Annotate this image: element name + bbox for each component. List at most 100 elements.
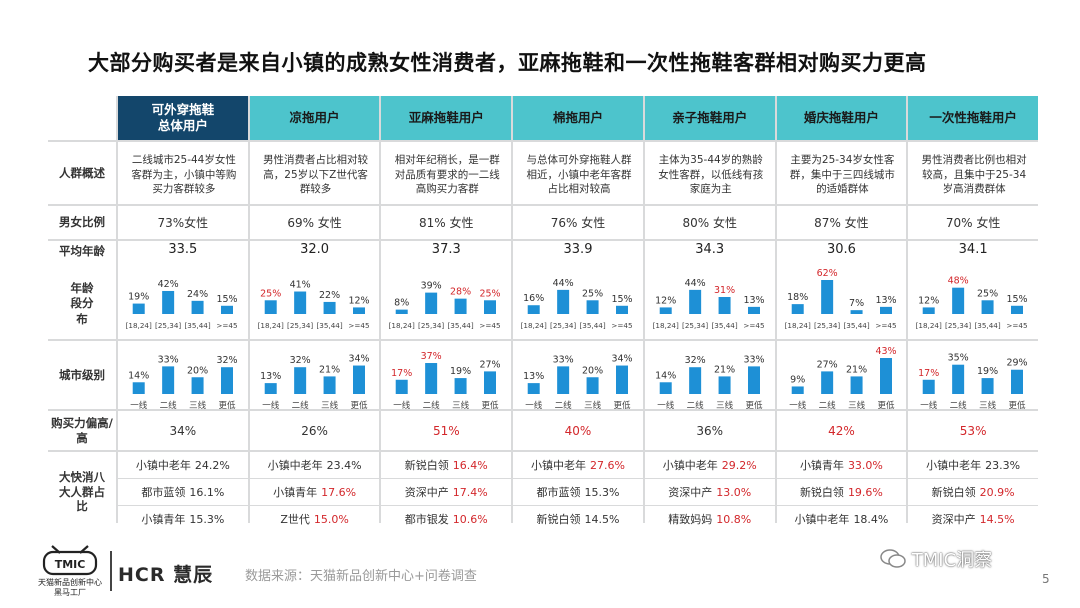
city-value-label: 37% [421, 351, 442, 362]
age-value-label: 44% [684, 278, 705, 289]
table-corner [48, 96, 116, 140]
city-category-label: 一线 [394, 400, 412, 409]
age-bar [162, 290, 175, 314]
segment-value: 10.8% [716, 512, 752, 526]
segment-row: 新锐白领 16.4% [381, 452, 512, 479]
average-age: 33.5 [168, 242, 198, 257]
city-category-label: 二线 [291, 400, 309, 409]
segment-cell: 新锐白领 16.4% 资深中产 17.4% 都市银发 10.6% [381, 452, 512, 532]
average-age: 30.6 [826, 242, 856, 257]
segment-name: 都市蓝领 [536, 486, 581, 499]
age-value-label: 13% [743, 295, 764, 306]
column-header: 一次性拖鞋用户 [908, 96, 1038, 140]
age-bar [586, 300, 599, 314]
segment-row: 小镇中老年 23.4% [249, 452, 380, 479]
segment-name: 都市蓝领 [141, 486, 186, 499]
city-bar [323, 376, 336, 394]
average-age: 37.3 [431, 242, 461, 257]
age-value-label: 62% [816, 268, 837, 279]
segment-value: 24.2% [194, 458, 230, 472]
city-cell: 9% 一线 27% 二线 21% 三线 43% 更低 [776, 341, 907, 409]
age-bar [616, 305, 629, 314]
age-category-label: [35,44] [448, 321, 474, 330]
segment-name: 小镇中老年 [662, 459, 718, 472]
city-bar [162, 366, 175, 394]
segment-cell: 小镇中老年 24.2% 都市蓝领 16.1% 小镇青年 15.3% [118, 452, 248, 532]
purchasing-power: 26% [249, 411, 380, 450]
segment-row: 都市蓝领 16.1% [118, 479, 248, 506]
city-chart: 13% 一线 33% 二线 20% 三线 34% 更低 [523, 354, 632, 409]
age-value-label: 22% [319, 290, 340, 301]
age-cell: 32.0 25% [18,24] 41% [25,34] 22% [35,44] 12% >=4… [249, 241, 380, 339]
age-category-label: [18,24] [652, 321, 678, 330]
city-bar [264, 383, 277, 394]
age-value-label: 15% [216, 294, 237, 305]
age-category-label: [25,34] [814, 321, 840, 330]
overview-text: 与总体可外穿拖鞋人群相近，小镇中老年客群占比相对较高 [513, 142, 643, 204]
city-chart-wrap: 17% 一线 35% 二线 19% 三线 29% 更低 [908, 341, 1038, 409]
age-category-label: >=45 [1007, 321, 1028, 330]
segment-value: 18.4% [853, 512, 889, 526]
row-label-top8: 大快消八大人群占比 [48, 452, 116, 532]
segment-name: 小镇中老年 [794, 513, 850, 526]
segment-name: 新锐白领 [799, 486, 844, 499]
age-bar [484, 300, 497, 314]
segment-row: 小镇中老年 24.2% [118, 452, 248, 479]
city-bar [527, 383, 540, 394]
average-age: 34.1 [958, 242, 988, 257]
city-bar [820, 371, 833, 394]
segment-name: 新锐白领 [404, 459, 449, 472]
city-category-label: 一线 [789, 400, 807, 409]
tmic-logo-text: TMIC [55, 558, 86, 571]
city-category-label: 更低 [218, 400, 236, 409]
age-chart-wrap: 12% [18,24] 48% [25,34] 25% [35,44] 15% >=45 [908, 259, 1038, 330]
segment-value: 27.6% [590, 458, 625, 472]
age-value-label: 44% [553, 278, 574, 289]
age-value-label: 18% [787, 292, 808, 303]
city-bar [586, 377, 599, 394]
city-chart-wrap: 9% 一线 27% 二线 21% 三线 43% 更低 [777, 341, 907, 409]
city-category-label: 三线 [584, 400, 602, 409]
city-value-label: 20% [187, 365, 208, 376]
segment-value: 15.0% [313, 512, 349, 526]
city-bar [396, 379, 409, 394]
overview-text: 男性消费者占比相对较高，25岁以下Z世代客群较多 [249, 142, 380, 204]
wechat-icon [880, 549, 906, 568]
city-category-label: 更低 [745, 400, 763, 409]
segment-value: 23.4% [326, 458, 362, 472]
age-category-label: >=45 [875, 321, 896, 330]
overview-text: 二线城市25-44岁女性客群为主，小镇中等购买力客群较多 [118, 142, 248, 204]
age-value-label: 48% [948, 276, 969, 287]
age-category-label: [18,24] [916, 321, 942, 330]
hcr-logo: HCR 慧辰 [118, 564, 214, 586]
average-age: 32.0 [300, 242, 330, 257]
age-bar [396, 309, 409, 314]
city-value-label: 21% [846, 364, 867, 375]
segment-name: 资深中产 [404, 486, 449, 499]
age-bar [454, 298, 467, 314]
city-category-label: 更低 [877, 400, 895, 409]
city-cell: 14% 一线 33% 二线 20% 三线 32% 更低 [118, 341, 248, 409]
age-bar [718, 297, 731, 314]
row-label-purchasing: 购买力偏高/高 [48, 411, 116, 450]
city-category-label: 一线 [920, 400, 938, 409]
age-value-label: 24% [187, 289, 208, 300]
age-chart: 25% [18,24] 41% [25,34] 22% [35,44] 12% >=45 [257, 280, 369, 330]
age-category-label: >=45 [612, 321, 633, 330]
segment-name: 小镇中老年 [926, 459, 982, 472]
purchasing-power: 51% [381, 411, 512, 450]
row-label-overview: 人群概述 [48, 142, 116, 204]
city-value-label: 33% [158, 354, 179, 365]
row-label-avg-age: 平均年龄 [59, 244, 105, 258]
city-value-label: 32% [216, 355, 237, 366]
purchasing-power: 34% [118, 411, 248, 450]
overview-text: 主体为35-44岁的熟龄女性客群，以低线有孩家庭为主 [644, 142, 775, 204]
city-value-label: 17% [392, 368, 413, 379]
column-header: 可外穿拖鞋 总体用户 [118, 96, 248, 140]
age-chart: 18% [18,24] 62% [25,34] 7% [35,44] 13% >=45 [784, 268, 896, 330]
segment-value: 19.6% [847, 485, 883, 499]
segment-name: 精致妈妈 [668, 513, 713, 526]
age-category-label: [25,34] [287, 321, 313, 330]
age-bar [132, 303, 145, 314]
city-value-label: 33% [743, 354, 764, 365]
